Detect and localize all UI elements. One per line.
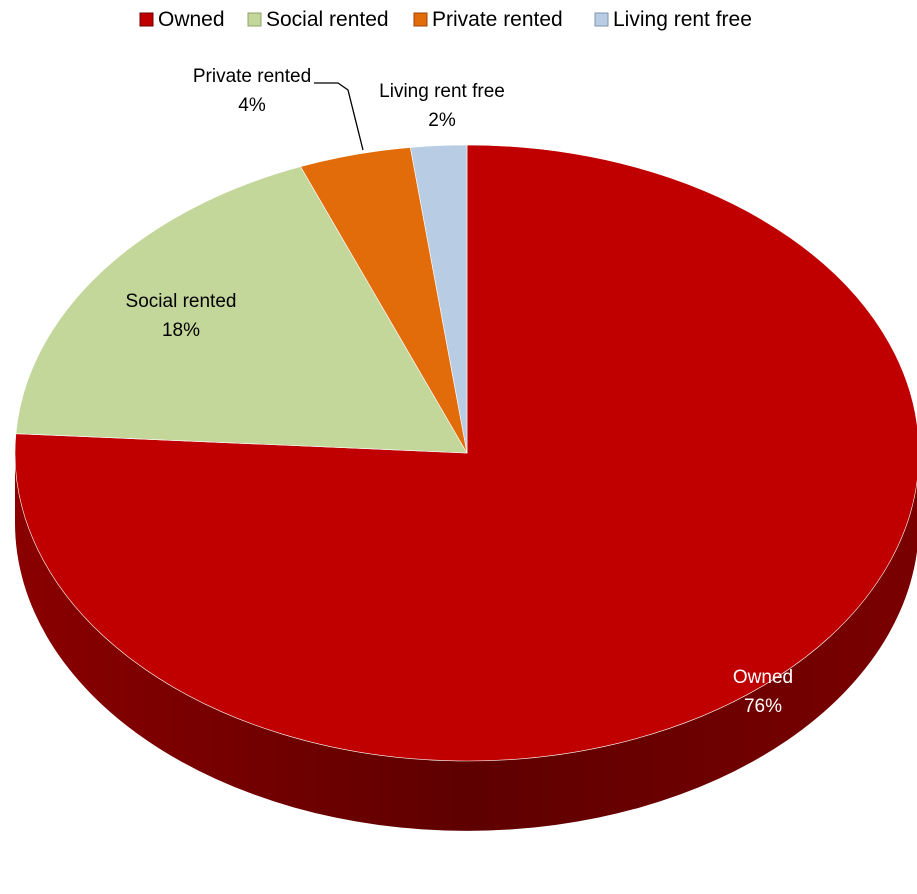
- slice-side-owned: [15, 453, 917, 831]
- data-label-value: 18%: [162, 320, 200, 341]
- legend-swatch: [247, 12, 262, 27]
- legend-swatch: [594, 12, 609, 27]
- data-label-owned: Owned 76%: [733, 667, 793, 717]
- legend-label: Private rented: [432, 8, 563, 31]
- leader-line-private-rented: [314, 82, 364, 151]
- legend-item-social-rented: Social rented: [247, 8, 389, 31]
- slice-labels: Owned 76% Social rented 18% Private rented 4%…: [126, 66, 794, 717]
- legend-item-living-rent-free: Living rent free: [594, 8, 752, 31]
- data-label-social-rented: Social rented 18%: [126, 291, 237, 341]
- legend-item-owned: Owned: [139, 8, 225, 31]
- legend-swatch: [413, 12, 428, 27]
- legend-label: Living rent free: [613, 8, 752, 31]
- data-label-private-rented: Private rented 4%: [193, 66, 311, 116]
- pie: [14, 144, 917, 831]
- legend-label: Owned: [158, 8, 225, 31]
- legend-label: Social rented: [266, 8, 389, 31]
- data-label-category: Private rented: [193, 66, 311, 87]
- legend-item-private-rented: Private rented: [413, 8, 563, 31]
- data-label-category: Owned: [733, 667, 793, 688]
- data-label-value: 2%: [428, 110, 456, 131]
- slice-social-rented: [15, 166, 468, 454]
- legend-swatch: [139, 12, 154, 27]
- slice-living-rent-free: [409, 144, 468, 454]
- data-label-category: Living rent free: [379, 81, 505, 102]
- legend: Owned Social rented Private rented Living r…: [139, 8, 752, 31]
- data-label-category: Social rented: [126, 291, 237, 312]
- data-label-value: 76%: [744, 696, 782, 717]
- leader-lines: [314, 82, 364, 151]
- data-label-living-rent-free: Living rent free 2%: [379, 81, 505, 131]
- data-label-value: 4%: [238, 95, 266, 116]
